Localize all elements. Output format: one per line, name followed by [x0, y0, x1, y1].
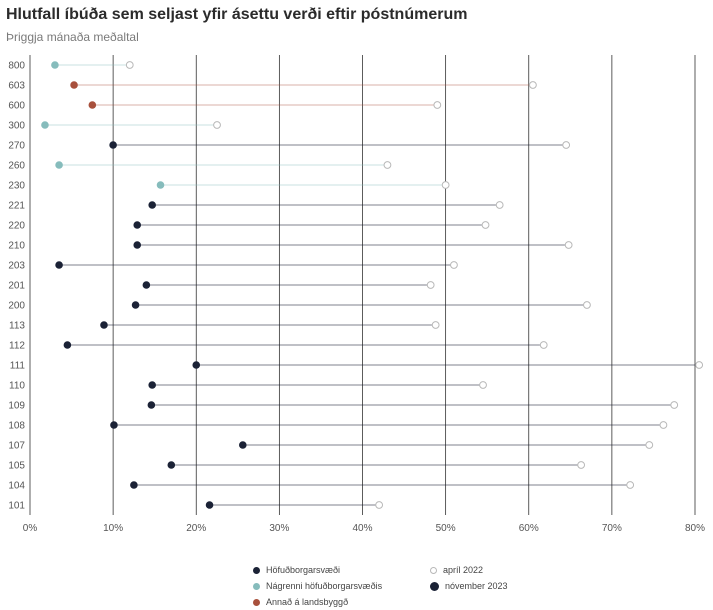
point-november-2023: [133, 221, 142, 229]
point-november-2023: [156, 181, 165, 189]
y-tick-label: 110: [9, 381, 25, 392]
point-april-2022: [441, 181, 450, 189]
legend-label-annad: Annað á landsbyggð: [266, 597, 349, 607]
point-april-2022: [645, 441, 654, 449]
point-november-2023: [110, 421, 118, 429]
point-april-2022: [433, 101, 442, 109]
y-tick-label: 210: [8, 241, 25, 252]
point-april-2022: [670, 401, 679, 409]
y-tick-label: 107: [8, 441, 25, 452]
y-tick-label: 104: [8, 481, 25, 492]
point-april-2022: [213, 121, 221, 129]
y-tick-label: 270: [8, 141, 25, 152]
point-april-2022: [539, 341, 548, 349]
point-april-2022: [431, 321, 440, 329]
point-november-2023: [167, 461, 176, 469]
point-april-2022: [529, 81, 537, 89]
legend-swatch-november-2023: [430, 581, 439, 591]
y-tick-label: 800: [8, 61, 25, 72]
legend-swatch-hofudborgarsvaedi: [253, 566, 260, 574]
y-tick-label: 201: [8, 281, 25, 292]
legend-label-nagrenni: Nágrenni höfuðborgarsvæðis: [266, 581, 383, 591]
point-november-2023: [142, 281, 151, 289]
legend-item-hofudborgarsvaedi: Höfuðborgarsvæði: [253, 565, 340, 575]
x-tick-label: 30%: [269, 523, 289, 534]
legend-item-april-2022: apríl 2022: [430, 565, 483, 575]
y-tick-label: 200: [8, 301, 25, 312]
point-november-2023: [88, 101, 97, 109]
point-april-2022: [495, 201, 504, 209]
point-november-2023: [147, 401, 156, 409]
point-april-2022: [383, 161, 392, 169]
y-tick-label: 113: [9, 321, 25, 332]
y-tick-label: 300: [8, 121, 25, 132]
point-april-2022: [564, 241, 573, 249]
x-tick-label: 40%: [352, 523, 372, 534]
point-november-2023: [133, 241, 142, 249]
point-november-2023: [51, 61, 59, 69]
y-tick-label: 101: [8, 501, 25, 512]
legend-item-annad: Annað á landsbyggð: [253, 597, 348, 607]
point-november-2023: [41, 121, 49, 129]
x-tick-label: 20%: [186, 523, 206, 534]
point-april-2022: [375, 501, 384, 509]
y-tick-label: 221: [8, 201, 25, 212]
point-november-2023: [148, 381, 156, 389]
point-april-2022: [562, 141, 571, 149]
point-november-2023: [70, 81, 78, 89]
x-tick-label: 60%: [519, 523, 539, 534]
point-april-2022: [626, 481, 635, 489]
x-tick-label: 0%: [23, 523, 38, 534]
chart-subtitle: Þriggja mánaða meðaltal: [6, 30, 139, 44]
legend-swatch-nagrenni: [253, 582, 260, 590]
y-tick-label: 203: [8, 261, 25, 272]
point-november-2023: [130, 481, 138, 489]
y-tick-label: 600: [8, 101, 25, 112]
point-november-2023: [205, 501, 214, 509]
y-tick-label: 108: [8, 421, 25, 432]
legend-swatch-annad: [253, 598, 260, 606]
point-april-2022: [695, 361, 704, 369]
point-november-2023: [63, 341, 72, 349]
point-november-2023: [109, 141, 117, 149]
point-november-2023: [239, 441, 247, 449]
y-tick-label: 105: [8, 461, 25, 472]
point-november-2023: [100, 321, 108, 329]
point-april-2022: [583, 301, 591, 309]
point-november-2023: [192, 361, 201, 369]
y-tick-label: 260: [8, 161, 25, 172]
point-november-2023: [131, 301, 140, 309]
y-tick-label: 109: [8, 401, 25, 412]
legend-label-november-2023: nóvember 2023: [445, 581, 508, 591]
y-tick-label: 111: [10, 361, 26, 372]
point-april-2022: [479, 381, 487, 389]
y-tick-label: 603: [8, 81, 25, 92]
legend-item-nagrenni: Nágrenni höfuðborgarsvæðis: [253, 581, 382, 591]
legend-item-november-2023: nóvember 2023: [430, 581, 508, 591]
x-tick-label: 80%: [685, 523, 705, 534]
point-april-2022: [125, 61, 134, 69]
y-tick-label: 230: [8, 181, 25, 192]
legend-label-hofudborgarsvaedi: Höfuðborgarsvæði: [266, 565, 341, 575]
chart-title: Hlutfall íbúða sem seljast yfir ásettu v…: [6, 6, 468, 23]
point-november-2023: [55, 261, 63, 269]
legend-label-april-2022: apríl 2022: [443, 565, 484, 575]
point-november-2023: [55, 161, 63, 169]
point-april-2022: [577, 461, 586, 469]
x-tick-label: 10%: [103, 523, 123, 534]
point-april-2022: [426, 281, 435, 289]
x-tick-label: 70%: [602, 523, 622, 534]
point-november-2023: [148, 201, 156, 209]
point-april-2022: [659, 421, 668, 429]
point-april-2022: [481, 221, 490, 229]
y-tick-label: 220: [8, 221, 25, 232]
legend-swatch-april-2022: [430, 566, 437, 574]
y-tick-label: 112: [9, 341, 25, 352]
x-tick-label: 50%: [436, 523, 456, 534]
point-april-2022: [450, 261, 458, 269]
